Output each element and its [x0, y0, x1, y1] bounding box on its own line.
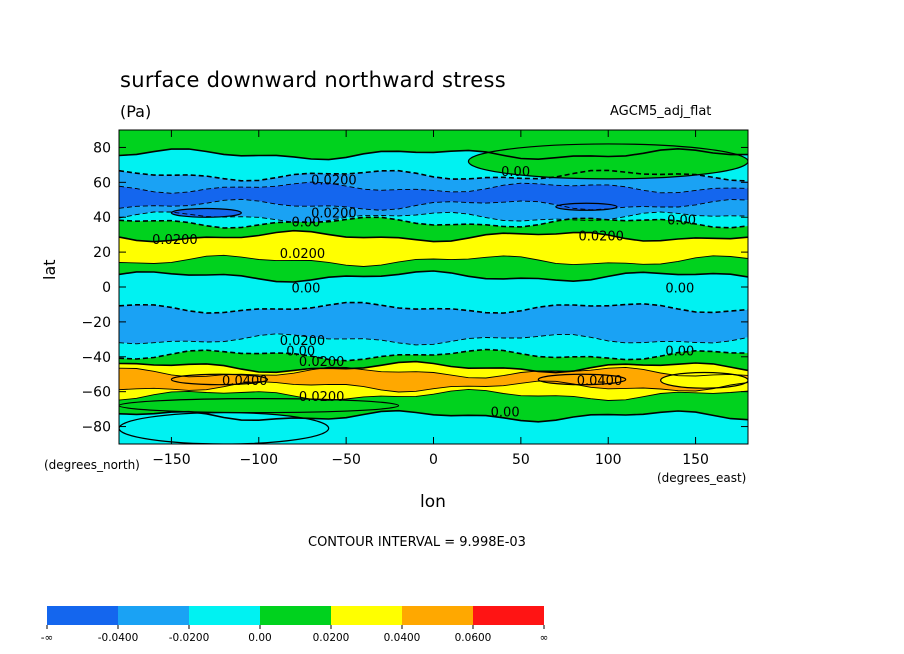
contour-label: 0.00 [501, 165, 530, 180]
y-tick-label: 80 [93, 140, 111, 156]
colorbar-label: 0.0600 [455, 632, 492, 644]
contour-label: 0.0200 [299, 355, 345, 370]
contour-label: 0.00 [665, 282, 694, 297]
contour-label: 0.0200 [311, 174, 357, 189]
contour-line [119, 211, 748, 224]
colorbar-label: ∞ [540, 632, 549, 644]
colorbar-swatch [473, 606, 544, 625]
colorbar-swatch [402, 606, 473, 625]
zonal-band [119, 302, 748, 345]
x-tick-label: −100 [240, 452, 278, 468]
contour-label: 0.0200 [152, 233, 198, 248]
y-tick-label: 60 [93, 175, 111, 191]
colorbar-label: -0.0200 [169, 632, 210, 644]
x-tick-label: −150 [152, 452, 190, 468]
contour-label: 0.0200 [280, 334, 326, 349]
contour-line [119, 360, 748, 374]
y-tick-label: −40 [81, 350, 111, 366]
contour-line [119, 198, 748, 211]
zonal-band [119, 333, 748, 361]
y-tick-label: −60 [81, 385, 111, 401]
contour-label: 0.00 [491, 406, 520, 421]
contour-patch [170, 207, 242, 218]
x-tick-label: 50 [512, 452, 530, 468]
zonal-band [119, 217, 748, 242]
chart-units: (Pa) [120, 102, 152, 121]
y-tick-label: −80 [81, 420, 111, 436]
contour-line [119, 147, 748, 161]
y-tick-label: 20 [93, 245, 111, 261]
axis-ticks: −150 −100 −50 0 50 100 150 80 60 40 20 0 −20 −40 −60 −8… [81, 130, 748, 468]
zonal-band [119, 389, 748, 422]
contour-label: 0.00 [667, 214, 696, 229]
colorbar-swatch [189, 606, 260, 625]
colorbar-swatch [331, 606, 402, 625]
colorbar-label: 0.0400 [384, 632, 421, 644]
colorbar-swatch [118, 606, 189, 625]
zonal-band [119, 361, 748, 378]
filled-contours [119, 130, 748, 444]
zonal-band [119, 255, 748, 282]
contour-line [119, 409, 748, 423]
chart-title: surface downward northward stress [120, 68, 506, 92]
y-axis-unit: (degrees_north) [44, 458, 140, 472]
x-axis-label: lon [420, 492, 446, 512]
contour-patch [467, 143, 748, 180]
zonal-band [119, 212, 748, 228]
contour-label: 0.0200 [280, 247, 326, 262]
colorbar-swatch [47, 606, 118, 625]
contour-line [119, 333, 748, 346]
zonal-band [119, 381, 748, 401]
contour-line [119, 181, 748, 194]
contour-label: 0.00 [291, 282, 320, 297]
contour-label: 0.0400 [222, 374, 268, 389]
contour-patch [119, 398, 400, 414]
zonal-band [119, 367, 748, 392]
contour-label: 0.00 [286, 345, 315, 360]
contour-patch [660, 371, 748, 389]
contour-line [119, 366, 748, 379]
x-axis-unit: (degrees_east) [657, 471, 747, 485]
x-tick-label: 0 [429, 452, 438, 468]
zonal-band [119, 349, 748, 373]
contour-patch [555, 202, 618, 211]
contour-label: 0.0400 [577, 374, 623, 389]
contour-line [119, 169, 748, 182]
colorbar-swatch [260, 606, 331, 625]
contour-label: 0.00 [665, 345, 694, 360]
zonal-band [119, 271, 748, 314]
contour-lines [119, 147, 748, 423]
contour-line [119, 254, 748, 267]
contour-line [119, 229, 748, 243]
x-tick-label: −50 [331, 452, 361, 468]
contour-line [119, 380, 748, 393]
contour-line [119, 270, 748, 283]
contour-label: 0.0200 [311, 207, 357, 222]
y-tick-label: 40 [93, 210, 111, 226]
x-tick-label: 100 [595, 452, 622, 468]
contour-line [119, 301, 748, 314]
zonal-band [119, 199, 748, 223]
contour-line [119, 388, 748, 401]
contour-line [119, 216, 748, 229]
colorbar-label: 0.00 [248, 632, 271, 644]
contour-label: 0.0200 [578, 229, 624, 244]
x-tick-label: 150 [682, 452, 709, 468]
contour-label: 0.00 [291, 215, 320, 230]
colorbar-label: -0.0400 [98, 632, 139, 644]
y-tick-label: 0 [102, 280, 111, 296]
y-tick-label: −20 [81, 315, 111, 331]
zonal-band [119, 230, 748, 267]
colorbar-label: 0.0200 [313, 632, 350, 644]
contour-line [119, 348, 748, 362]
contour-label: 0.0200 [299, 390, 345, 405]
contour-interval: CONTOUR INTERVAL = 9.998E-03 [308, 535, 526, 550]
colorbar: -∞ -0.0400 -0.0200 0.00 0.0200 0.0400 0.0600 ∞ [41, 606, 549, 644]
dataset-name: AGCM5_adj_flat [610, 104, 712, 119]
colorbar-label: -∞ [41, 632, 54, 644]
